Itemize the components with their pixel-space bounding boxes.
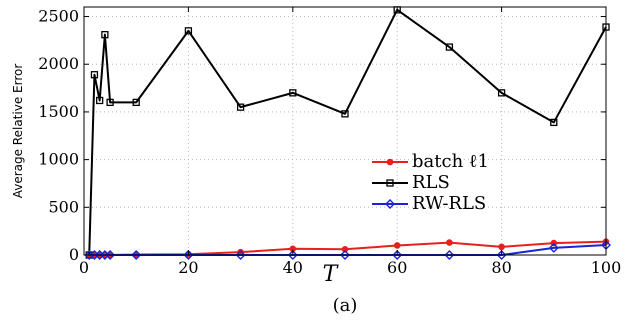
y-axis-label: Average Relative Error (11, 64, 25, 199)
data-point (444, 250, 455, 260)
plot-area (84, 7, 606, 255)
data-point (341, 110, 349, 118)
plot-frame (83, 6, 607, 256)
y-tick-label: 1000 (38, 150, 79, 169)
y-tick-label: 2500 (38, 7, 79, 26)
data-point (90, 71, 99, 79)
data-point (131, 250, 142, 260)
x-tick-label: 80 (491, 258, 511, 277)
data-point (498, 243, 505, 251)
data-point (393, 242, 401, 249)
data-point (496, 250, 507, 260)
legend-entry: RW-RLS (372, 193, 486, 214)
data-point (445, 43, 454, 51)
data-point (550, 118, 558, 127)
data-point (340, 250, 350, 260)
x-tick-label: 60 (387, 258, 407, 277)
x-tick-label: 40 (283, 258, 303, 277)
y-tick-label: 1500 (38, 102, 79, 121)
x-tick-label: 20 (178, 258, 198, 277)
data-point (446, 239, 453, 246)
data-point (132, 98, 140, 107)
data-point (106, 98, 114, 107)
data-point (235, 250, 246, 260)
y-tick-label: 500 (48, 197, 79, 216)
data-point (497, 89, 506, 97)
legend-label: RW-RLS (412, 193, 486, 214)
legend-label: batch ℓ1 (412, 151, 489, 172)
x-tick-label: 100 (591, 258, 622, 277)
y-tick-label: 2000 (38, 54, 79, 73)
data-point (287, 250, 298, 260)
data-point (386, 158, 394, 166)
data-point (341, 245, 349, 253)
data-point (105, 250, 116, 260)
figure-caption: (a) (333, 295, 358, 316)
legend-entry: RLS (372, 172, 450, 193)
data-point (236, 103, 245, 111)
data-point (289, 89, 297, 97)
series-line (88, 8, 607, 256)
data-point (184, 27, 193, 35)
legend-label: RLS (412, 172, 450, 193)
x-axis-label: T (323, 262, 340, 287)
y-tick-label: 0 (69, 245, 79, 264)
data-point (392, 250, 403, 260)
data-point (101, 31, 109, 39)
data-point (548, 242, 559, 253)
tick-marks (83, 7, 607, 256)
data-point (385, 199, 395, 209)
legend-entry: batch ℓ1 (372, 151, 489, 172)
data-point (183, 250, 194, 260)
data-point (386, 179, 394, 187)
x-tick-label: 0 (79, 258, 89, 277)
data-point (96, 96, 104, 105)
